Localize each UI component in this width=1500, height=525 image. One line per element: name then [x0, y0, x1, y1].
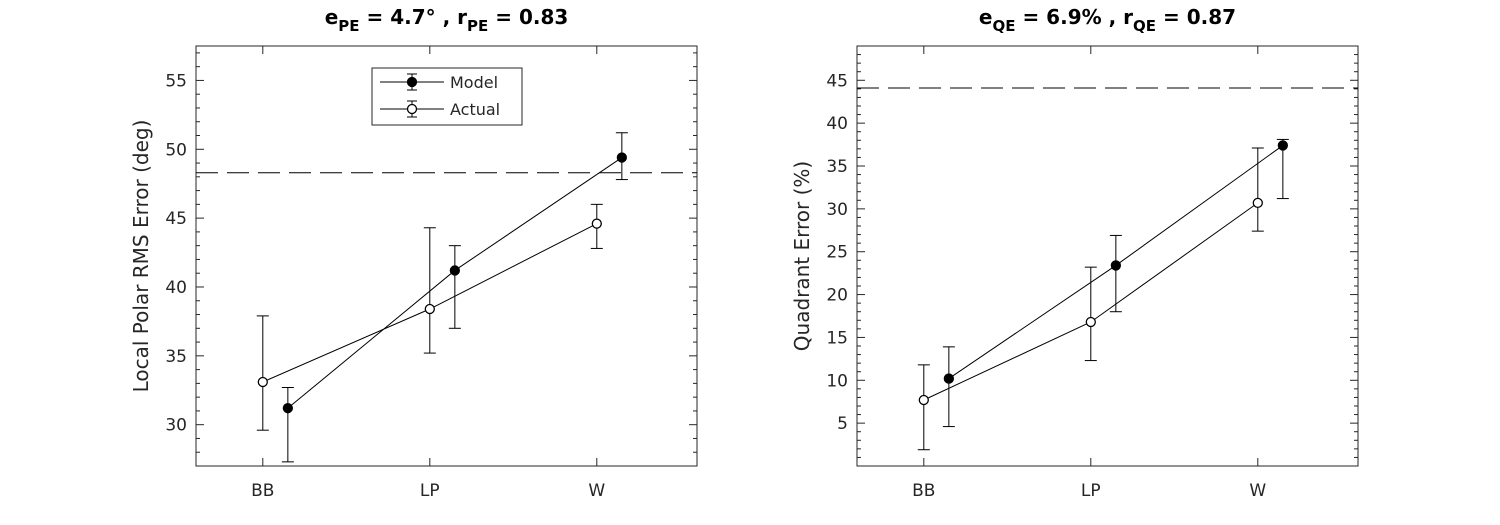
y-tick-label: 45: [165, 209, 187, 229]
legend-label: Actual: [450, 100, 500, 119]
title-subscript: QE: [993, 17, 1016, 35]
y-tick-label: 25: [826, 243, 848, 263]
x-tick-label: LP: [420, 481, 440, 501]
title-text-part: = 0.87: [1156, 5, 1236, 29]
data-point: [616, 152, 627, 163]
data-point: [1110, 260, 1121, 271]
title-subscript: PE: [338, 17, 359, 35]
y-tick-label: 35: [826, 157, 848, 177]
x-tick-label: BB: [912, 481, 935, 501]
series-actual: [917, 147, 1264, 451]
y-tick-label: 50: [165, 140, 187, 160]
y-tick-label: 20: [826, 286, 848, 306]
y-tick-label: 40: [826, 114, 848, 134]
chart-title: eQE = 6.9% , rQE = 0.87: [979, 5, 1236, 35]
legend-label: Model: [450, 73, 498, 92]
title-subscript: PE: [467, 17, 488, 35]
y-tick-label: 15: [826, 328, 848, 348]
x-tick-label: BB: [251, 481, 274, 501]
legend-marker: [406, 76, 418, 88]
series-model: [281, 132, 628, 463]
title-text-part: = 4.7° , r: [360, 5, 468, 29]
data-point: [257, 376, 268, 388]
chart-panel-1: 30 35 40 45 50 55 BB LP W Local Polar RMS Error (…: [129, 5, 698, 501]
legend-marker: [406, 103, 418, 115]
chart-panel-2: 5 10 15 20 25 30 35 40 45 BB LP W Quadrant Error (%)…: [790, 5, 1359, 501]
x-tick-label: W: [1249, 481, 1266, 501]
legend: Model Actual: [371, 67, 523, 126]
title-text-part: e: [979, 5, 993, 29]
y-tick-label: 5: [837, 414, 848, 434]
plot-area-frame: [195, 45, 698, 467]
data-point: [449, 265, 461, 276]
title-text-part: e: [325, 5, 339, 29]
series-model: [942, 138, 1289, 428]
data-point: [943, 373, 954, 384]
title-subscript: QE: [1133, 17, 1156, 35]
series-actual: [256, 203, 603, 431]
y-tick-label: 10: [826, 371, 848, 391]
legend-box: [371, 67, 523, 126]
data-point: [1252, 197, 1263, 209]
data-point: [1085, 316, 1096, 328]
y-axis-label: Local Polar RMS Error (deg): [129, 120, 153, 393]
data-point: [1277, 140, 1288, 151]
y-tick-label: 40: [165, 278, 187, 298]
x-tick-label: LP: [1081, 481, 1101, 501]
y-tick-label: 45: [826, 71, 848, 91]
data-point: [282, 403, 294, 414]
chart-title: ePE = 4.7° , rPE = 0.83: [325, 5, 569, 35]
title-text-part: = 6.9% , r: [1016, 5, 1134, 29]
y-tick-label: 55: [165, 71, 187, 91]
x-tick-label: W: [588, 481, 605, 501]
data-point: [591, 218, 602, 229]
data-point: [918, 394, 929, 406]
y-tick-label: 30: [826, 200, 848, 220]
title-text-part: = 0.83: [488, 5, 568, 29]
y-tick-label: 35: [165, 347, 187, 367]
data-point: [424, 303, 435, 315]
plot-area-frame: [856, 45, 1359, 467]
y-axis-label: Quadrant Error (%): [790, 161, 814, 351]
y-tick-label: 30: [165, 416, 187, 436]
